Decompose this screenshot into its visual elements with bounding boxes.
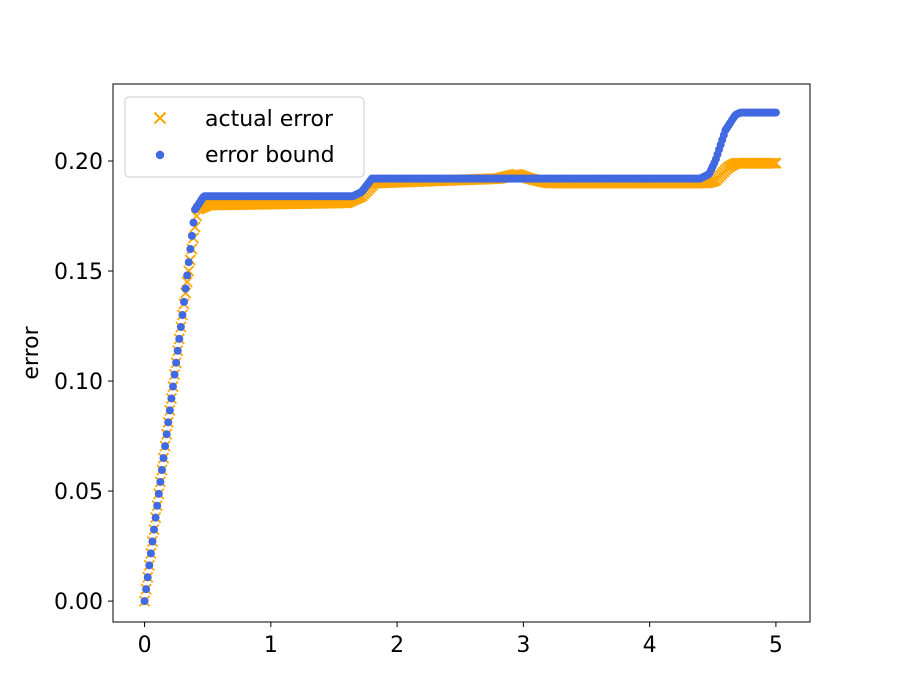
error-bound-point	[150, 525, 159, 534]
error-bound-point	[771, 108, 780, 117]
error-bound-point	[154, 489, 163, 498]
error-bound-point	[146, 549, 155, 558]
error-bound-point	[178, 311, 187, 320]
legend-marker-actual-error	[153, 111, 167, 125]
error-bound-point	[183, 271, 192, 280]
error-bound-point	[186, 245, 195, 254]
error-bound-point	[180, 297, 189, 306]
x-tick-label: 1	[264, 633, 278, 658]
legend-label-error-bound: error bound	[205, 143, 335, 168]
actual-error-point	[770, 157, 782, 169]
x-tick-label: 2	[390, 633, 404, 658]
x-tick-label: 4	[643, 633, 657, 658]
error-bound-point	[161, 442, 170, 451]
error-bound-point	[175, 334, 184, 343]
y-tick-label: 0.00	[54, 590, 103, 615]
y-axis: 0.00 0.05 0.10 0.15 0.20	[54, 150, 113, 615]
error-bound-point	[153, 501, 162, 510]
x-tick-label: 5	[769, 633, 783, 658]
error-bound-point	[145, 561, 154, 570]
plot-frame	[112, 83, 811, 623]
error-bound-point	[143, 573, 152, 582]
data-points	[138, 108, 782, 607]
error-bound-point	[142, 585, 151, 594]
error-bound-point	[172, 358, 181, 367]
error-bound-point	[148, 537, 157, 546]
y-tick-label: 0.15	[54, 260, 103, 285]
error-bound-point	[168, 382, 177, 391]
legend: actual error error bound	[124, 96, 365, 178]
error-bound-point	[156, 477, 165, 486]
error-bound-point	[159, 454, 168, 463]
error-bound-point	[167, 394, 176, 403]
series-error-bound	[140, 108, 780, 606]
y-tick-label: 0.05	[54, 480, 103, 505]
x-axis: 0 1 2 3 4 5	[138, 622, 783, 658]
y-tick-label: 0.20	[54, 150, 103, 175]
error-bound-point	[173, 346, 182, 355]
legend-box	[124, 96, 365, 178]
actual-error-point	[768, 157, 780, 169]
y-axis-label: error	[19, 325, 44, 379]
error-bound-point	[187, 231, 196, 240]
error-bound-point	[165, 406, 174, 415]
x-tick-label: 0	[138, 633, 152, 658]
error-bound-point	[176, 322, 185, 331]
error-bound-point	[164, 418, 173, 427]
x-tick-label: 3	[516, 633, 530, 658]
error-bound-point	[157, 465, 166, 474]
error-bound-point	[151, 513, 160, 522]
y-tick-label: 0.10	[54, 370, 103, 395]
error-bound-point	[184, 258, 193, 267]
error-bound-point	[162, 430, 171, 439]
legend-label-actual-error: actual error	[205, 107, 334, 132]
legend-marker-error-bound	[155, 150, 165, 160]
error-bound-point	[170, 370, 179, 379]
actual-error-point	[765, 157, 777, 169]
error-bound-point	[140, 597, 149, 606]
error-bound-point	[181, 284, 190, 293]
error-bound-point	[189, 218, 198, 227]
actual-error-point	[767, 157, 779, 169]
